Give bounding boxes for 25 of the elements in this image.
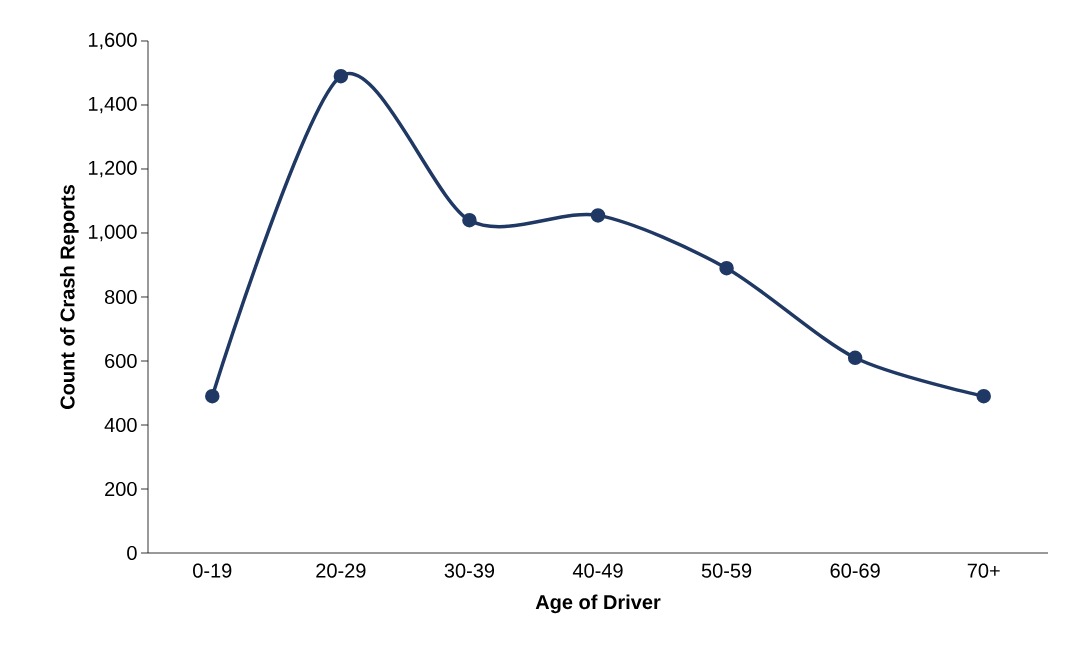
- x-axis-title: Age of Driver: [535, 594, 661, 614]
- x-tick-label: 70+: [967, 563, 1000, 578]
- y-tick-label: 800: [104, 289, 137, 305]
- point: [333, 68, 349, 84]
- y-tick-label: 1,400: [88, 96, 137, 114]
- y-tick-label: 600: [105, 353, 137, 369]
- x-tick-label: 30-39: [444, 563, 495, 578]
- x-tick-label: 0-19: [193, 563, 232, 578]
- point: [976, 388, 991, 404]
- y-tick-label: 200: [105, 481, 137, 497]
- y-axis-title: Count of Crash Reports: [59, 185, 79, 409]
- point: [590, 208, 606, 223]
- point: [719, 260, 734, 276]
- x-tick-label: 50-59: [701, 563, 752, 578]
- point: [462, 212, 477, 228]
- y-tick-label: 1,000: [88, 224, 137, 242]
- y-tick-label: 400: [104, 417, 137, 433]
- y-tick-label: 0: [127, 545, 137, 561]
- y-tick-label: 1,200: [88, 160, 137, 178]
- x-tick-label: 20-29: [316, 563, 366, 578]
- point: [847, 350, 863, 366]
- x-tick-label: 40-49: [572, 563, 623, 578]
- point: [205, 388, 220, 404]
- x-tick-label: 60-69: [830, 563, 880, 578]
- y-tick-label: 1,600: [88, 32, 137, 50]
